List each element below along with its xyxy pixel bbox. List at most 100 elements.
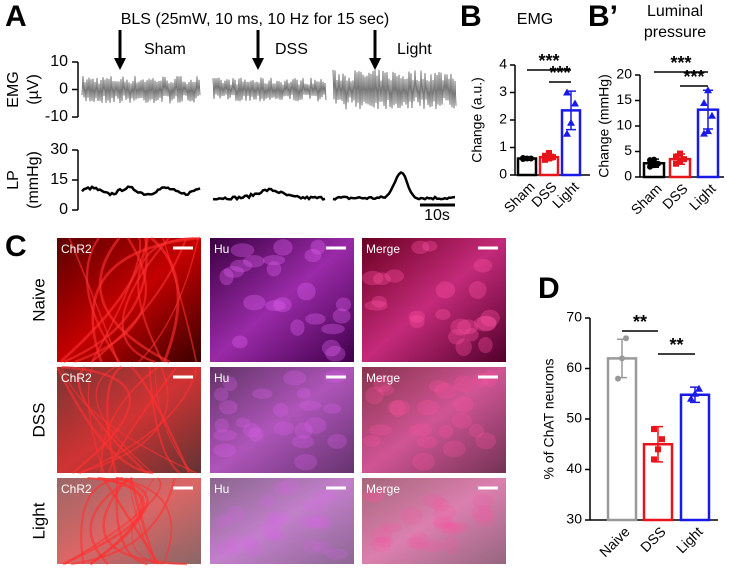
cell — [432, 498, 450, 512]
cell — [314, 541, 333, 554]
cell — [248, 427, 264, 442]
data-point — [704, 127, 712, 135]
image-label: Merge — [366, 371, 400, 385]
cell — [259, 494, 276, 508]
condition-label: Light — [397, 41, 432, 58]
data-point — [546, 155, 552, 162]
fiber — [115, 477, 173, 565]
x-tick-label: Sham — [628, 180, 665, 217]
y-tick-label: 10 — [50, 53, 68, 70]
cell — [216, 541, 239, 556]
x-tick-label: Naive — [596, 523, 633, 560]
lp-trace — [81, 185, 201, 197]
fiber — [56, 366, 154, 475]
cell — [294, 453, 318, 471]
cell — [230, 243, 255, 258]
cell — [242, 423, 261, 438]
micrograph — [362, 367, 506, 473]
data-point — [700, 129, 708, 137]
data-point — [623, 335, 629, 342]
data-point — [700, 99, 708, 107]
emg-trace — [81, 76, 201, 104]
cell — [273, 239, 293, 256]
fiber — [89, 476, 133, 565]
cell — [322, 339, 341, 357]
chart-title: pressure — [644, 24, 706, 41]
data-point — [651, 156, 657, 163]
cell — [475, 509, 495, 527]
significance-label: ** — [633, 312, 647, 332]
data-point — [619, 355, 625, 362]
panel-letter: D — [538, 272, 560, 305]
image-label: Merge — [366, 242, 400, 256]
cell — [325, 548, 349, 561]
data-point — [550, 154, 556, 161]
cell — [225, 506, 245, 523]
cell — [369, 424, 392, 436]
fiber — [107, 366, 178, 474]
x-tick-label: Light — [673, 523, 706, 556]
fiber — [138, 237, 199, 363]
significance-label: ** — [669, 335, 683, 355]
cell — [422, 539, 444, 553]
panel-letter: A — [5, 0, 27, 33]
fiber — [106, 365, 123, 474]
y-tick-label: 0 — [499, 166, 507, 182]
data-point — [704, 86, 712, 94]
fiber — [100, 366, 159, 474]
significance-label: *** — [683, 67, 704, 87]
cell — [432, 516, 455, 528]
micrograph — [210, 367, 354, 473]
cell — [373, 374, 392, 393]
cell — [304, 417, 327, 435]
significance-label: *** — [549, 63, 570, 83]
y-axis-label: (µV) — [25, 74, 42, 105]
bar — [679, 393, 711, 522]
fiber — [162, 237, 198, 363]
cell — [422, 493, 445, 509]
cell — [323, 403, 342, 414]
cell — [387, 399, 411, 416]
emg-trace — [332, 69, 457, 110]
y-tick-label: 5 — [624, 142, 632, 158]
bar — [642, 443, 674, 522]
cell — [363, 435, 382, 447]
image-label: ChR2 — [61, 482, 92, 496]
cell — [433, 383, 457, 399]
cell — [409, 532, 430, 551]
image-label: Hu — [214, 482, 229, 496]
cell — [450, 318, 472, 336]
cell — [448, 329, 465, 345]
fiber — [91, 237, 141, 363]
cell — [364, 487, 385, 503]
data-point — [691, 389, 699, 397]
x-tick-label: Light — [549, 178, 582, 211]
cell — [230, 259, 253, 273]
y-axis-label: LP — [5, 170, 22, 190]
panel-letter: B’ — [588, 0, 618, 33]
cell — [327, 433, 347, 449]
cell — [225, 534, 242, 553]
cell — [435, 309, 451, 320]
cell — [232, 335, 248, 349]
y-tick-label: 20 — [616, 66, 632, 82]
cell — [371, 295, 387, 308]
fiber — [98, 237, 171, 364]
y-tick-label: 4 — [499, 56, 507, 72]
cell — [266, 531, 286, 542]
cell — [240, 534, 258, 550]
y-tick-label: 15 — [50, 171, 68, 188]
data-point — [571, 99, 579, 107]
cell — [299, 515, 324, 528]
cell — [214, 418, 229, 433]
cell — [389, 400, 406, 417]
cell — [296, 387, 311, 399]
cell — [243, 294, 266, 311]
data-point — [651, 456, 657, 463]
y-axis-label: EMG — [5, 71, 22, 107]
cell — [384, 269, 405, 283]
cell — [332, 308, 351, 324]
cell — [213, 443, 236, 457]
cell — [408, 310, 426, 323]
fiber — [63, 237, 148, 364]
